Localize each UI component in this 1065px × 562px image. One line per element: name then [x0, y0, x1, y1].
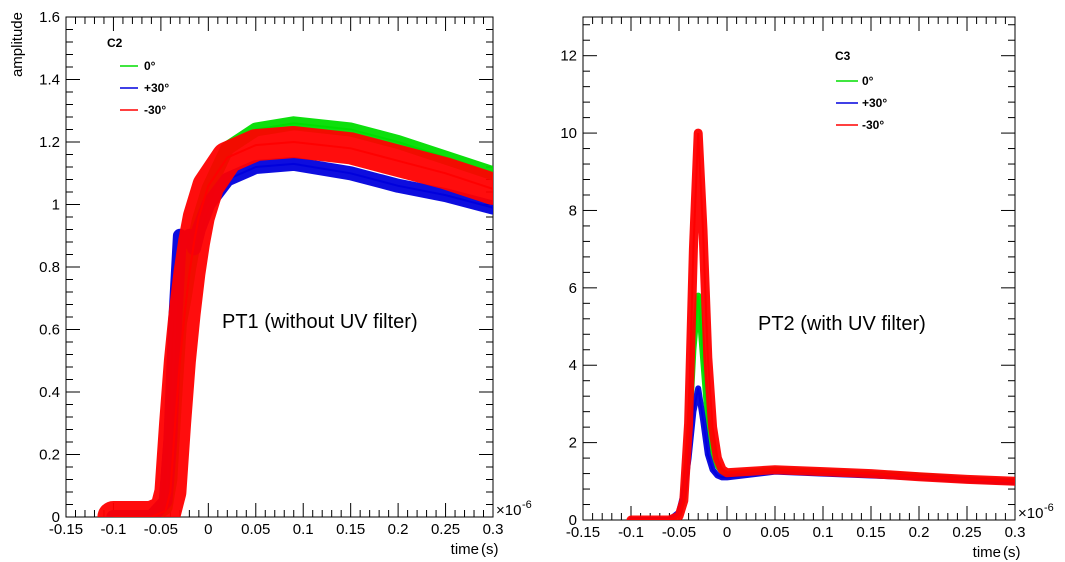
y-axis-title: amplitude — [9, 12, 26, 77]
x-tick-label: 0.05 — [760, 524, 789, 541]
y-tick-label: 0 — [569, 512, 577, 529]
x-axis-unit: (s) — [481, 541, 499, 558]
legend-entry: -30° — [862, 118, 884, 132]
x-tick-label: 0 — [204, 521, 212, 538]
x-tick-label: 0.25 — [952, 524, 981, 541]
x-tick-label: 0 — [723, 524, 731, 541]
plot-frame — [582, 16, 1016, 521]
y-tick-label: 8 — [569, 202, 577, 219]
x-exponent-power: -6 — [522, 499, 532, 511]
series-line-2 — [631, 133, 1015, 520]
x-tick-label: 0.1 — [813, 524, 834, 541]
legend-entry: +30° — [862, 96, 887, 110]
y-tick-label: 0 — [52, 509, 60, 526]
y-tick-label: 1.6 — [39, 9, 60, 26]
legend-title: C2 — [107, 36, 123, 50]
legend-entry: -30° — [144, 103, 166, 117]
x-exponent-label: ×10 — [1018, 505, 1043, 522]
x-exponent-power: -6 — [1044, 502, 1054, 514]
y-tick-label: 2 — [569, 435, 577, 452]
plot-frame — [65, 16, 494, 518]
y-tick-label: 6 — [569, 280, 577, 297]
x-tick-label: -0.1 — [101, 521, 127, 538]
x-tick-label: 0.05 — [241, 521, 270, 538]
x-tick-label: 0.3 — [1005, 524, 1026, 541]
y-tick-label: 1.4 — [39, 72, 60, 89]
x-tick-label: 0.1 — [293, 521, 314, 538]
x-tick-label: 0.2 — [388, 521, 409, 538]
y-tick-label: 1.2 — [39, 134, 60, 151]
x-tick-label: 0.2 — [909, 524, 930, 541]
y-tick-label: 1 — [52, 197, 60, 214]
y-tick-label: 10 — [560, 125, 577, 142]
series-line-2 — [113, 140, 493, 517]
plot-annotation: PT2 (with UV filter) — [758, 313, 926, 335]
x-tick-label: -0.05 — [662, 524, 696, 541]
plot-annotation: PT1 (without UV filter) — [222, 311, 418, 333]
x-tick-label: 0.3 — [483, 521, 504, 538]
x-exponent-label: ×10 — [496, 502, 521, 519]
y-tick-label: 0.8 — [39, 259, 60, 276]
legend-entry: 0° — [862, 74, 874, 88]
x-tick-label: 0.25 — [431, 521, 460, 538]
legend-title: C3 — [835, 49, 851, 63]
x-tick-label: 0.15 — [856, 524, 885, 541]
legend-entry: 0° — [144, 59, 156, 73]
y-tick-label: 4 — [569, 357, 577, 374]
x-tick-label: -0.1 — [618, 524, 644, 541]
x-axis-title: time — [973, 544, 1001, 561]
y-tick-label: 0.2 — [39, 447, 60, 464]
x-tick-label: -0.05 — [144, 521, 178, 538]
x-tick-label: -0.15 — [566, 524, 600, 541]
x-axis-title: time — [451, 541, 479, 558]
y-tick-label: 12 — [560, 48, 577, 65]
legend-entry: +30° — [144, 81, 169, 95]
y-tick-label: 0.4 — [39, 384, 60, 401]
x-axis-unit: (s) — [1003, 544, 1021, 561]
x-tick-label: 0.15 — [336, 521, 365, 538]
x-tick-label: -0.15 — [49, 521, 83, 538]
y-tick-label: 0.6 — [39, 322, 60, 339]
